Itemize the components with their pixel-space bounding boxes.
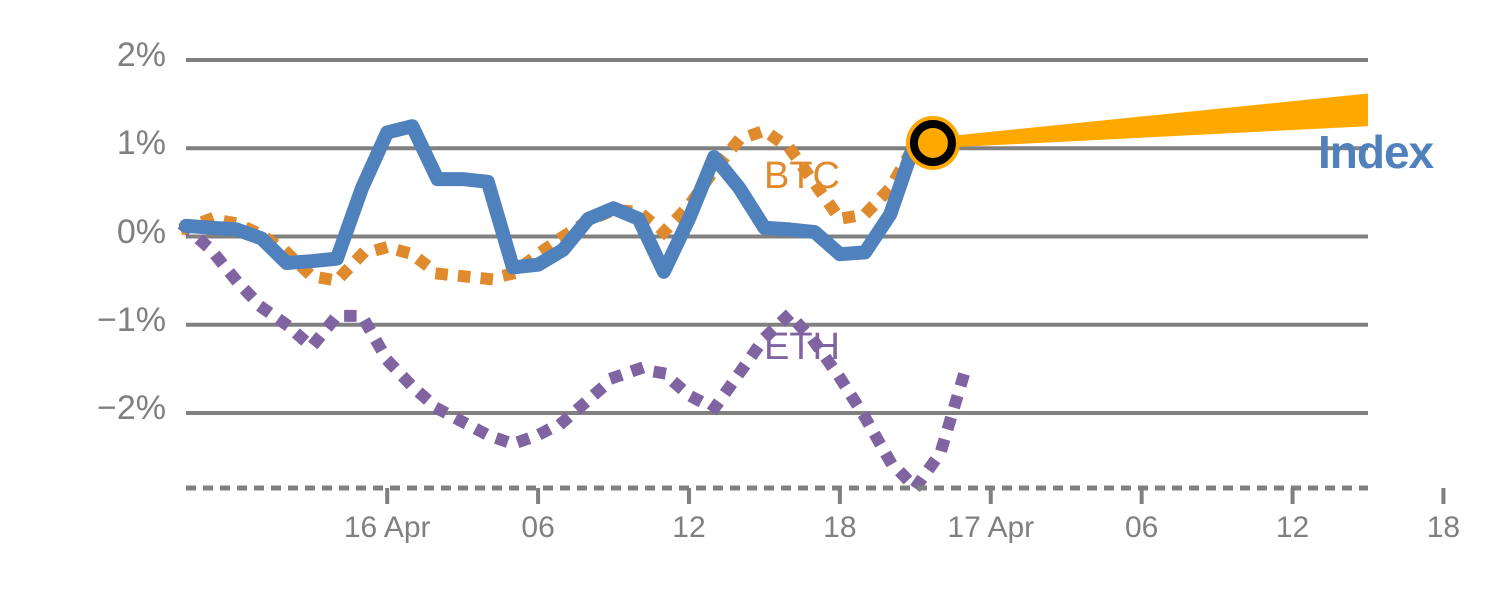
forecast-anchor-marker — [905, 115, 960, 170]
series-eth-line — [177, 219, 974, 494]
y-axis-tick-label: 1% — [116, 124, 166, 163]
series-label-eth: ETH — [764, 326, 840, 368]
x-axis-baseline — [186, 485, 1446, 504]
x-axis-tick-label: 06 — [1124, 511, 1159, 544]
series-btc-line — [178, 124, 924, 287]
series-label-btc: BTC — [764, 155, 840, 197]
y-axis-tick-label: −1% — [97, 300, 166, 339]
x-axis-tick-label: 18 — [823, 511, 857, 544]
series-index-line — [179, 119, 923, 279]
x-axis-tick-label: 06 — [521, 511, 555, 544]
x-axis-tick-label: 18 — [1426, 511, 1461, 544]
series-label-index: Index — [1318, 126, 1434, 178]
x-axis-tick-label: 12 — [672, 511, 706, 544]
forecast-band — [932, 93, 1368, 149]
x-axis-tick-label: 17 Apr — [947, 511, 1035, 544]
y-axis-tick-label: 0% — [116, 212, 166, 251]
y-axis-tick-label: 2% — [116, 36, 166, 74]
y-axis-tick-label: −2% — [97, 389, 166, 427]
x-axis-tick-label: 16 Apr — [343, 511, 431, 544]
x-axis-tick-label: 12 — [1275, 511, 1310, 544]
